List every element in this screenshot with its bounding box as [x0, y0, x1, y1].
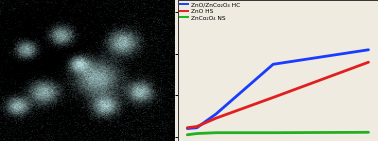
Legend: ZnO/ZnCo₂O₄ HC, ZnO HS, ZnCo₂O₄ NS: ZnO/ZnCo₂O₄ HC, ZnO HS, ZnCo₂O₄ NS — [180, 2, 240, 21]
Y-axis label: Response: Response — [153, 52, 162, 89]
